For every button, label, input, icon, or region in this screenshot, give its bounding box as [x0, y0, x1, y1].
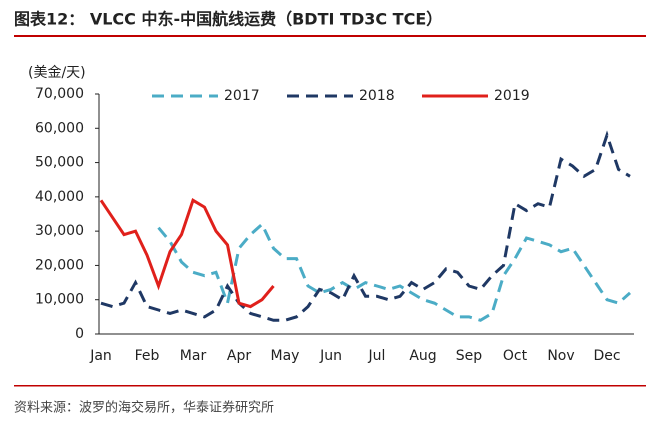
series-line — [157, 221, 632, 322]
x-tick-label: Jan — [89, 348, 112, 364]
title-rule — [14, 35, 646, 37]
x-tick-label: Nov — [547, 348, 574, 364]
x-tick-label: May — [271, 348, 300, 364]
series-line — [100, 130, 631, 322]
y-tick-label: 0 — [75, 326, 84, 342]
y-tick-label: 70,000 — [35, 86, 84, 102]
y-tick-label: 40,000 — [35, 189, 84, 205]
y-tick-label: 60,000 — [35, 120, 84, 136]
y-tick-label: 50,000 — [35, 155, 84, 171]
x-tick-label: Apr — [227, 348, 251, 364]
x-tick-label: Oct — [503, 348, 528, 364]
x-tick-label: Feb — [135, 348, 160, 364]
x-tick-label: Jul — [368, 348, 386, 364]
legend-label: 2018 — [359, 88, 395, 104]
legend-label: 2019 — [494, 88, 530, 104]
x-tick-label: Dec — [593, 348, 620, 364]
y-axis-label: (美金/天) — [28, 65, 86, 81]
x-tick-label: Mar — [180, 348, 207, 364]
x-tick-label: Aug — [409, 348, 436, 364]
legend-label: 2017 — [224, 88, 260, 104]
y-tick-label: 20,000 — [35, 257, 84, 273]
series-line — [99, 198, 275, 309]
x-tick-label: Jun — [319, 348, 342, 364]
y-tick-label: 10,000 — [35, 292, 84, 308]
source-rule — [14, 385, 646, 387]
chart-title: 图表12： VLCC 中东-中国航线运费（BDTI TD3C TCE） — [14, 10, 442, 29]
y-tick-label: 30,000 — [35, 223, 84, 239]
source: 资料来源：波罗的海交易所，华泰证券研究所 — [14, 400, 274, 416]
x-tick-label: Sep — [456, 348, 483, 364]
